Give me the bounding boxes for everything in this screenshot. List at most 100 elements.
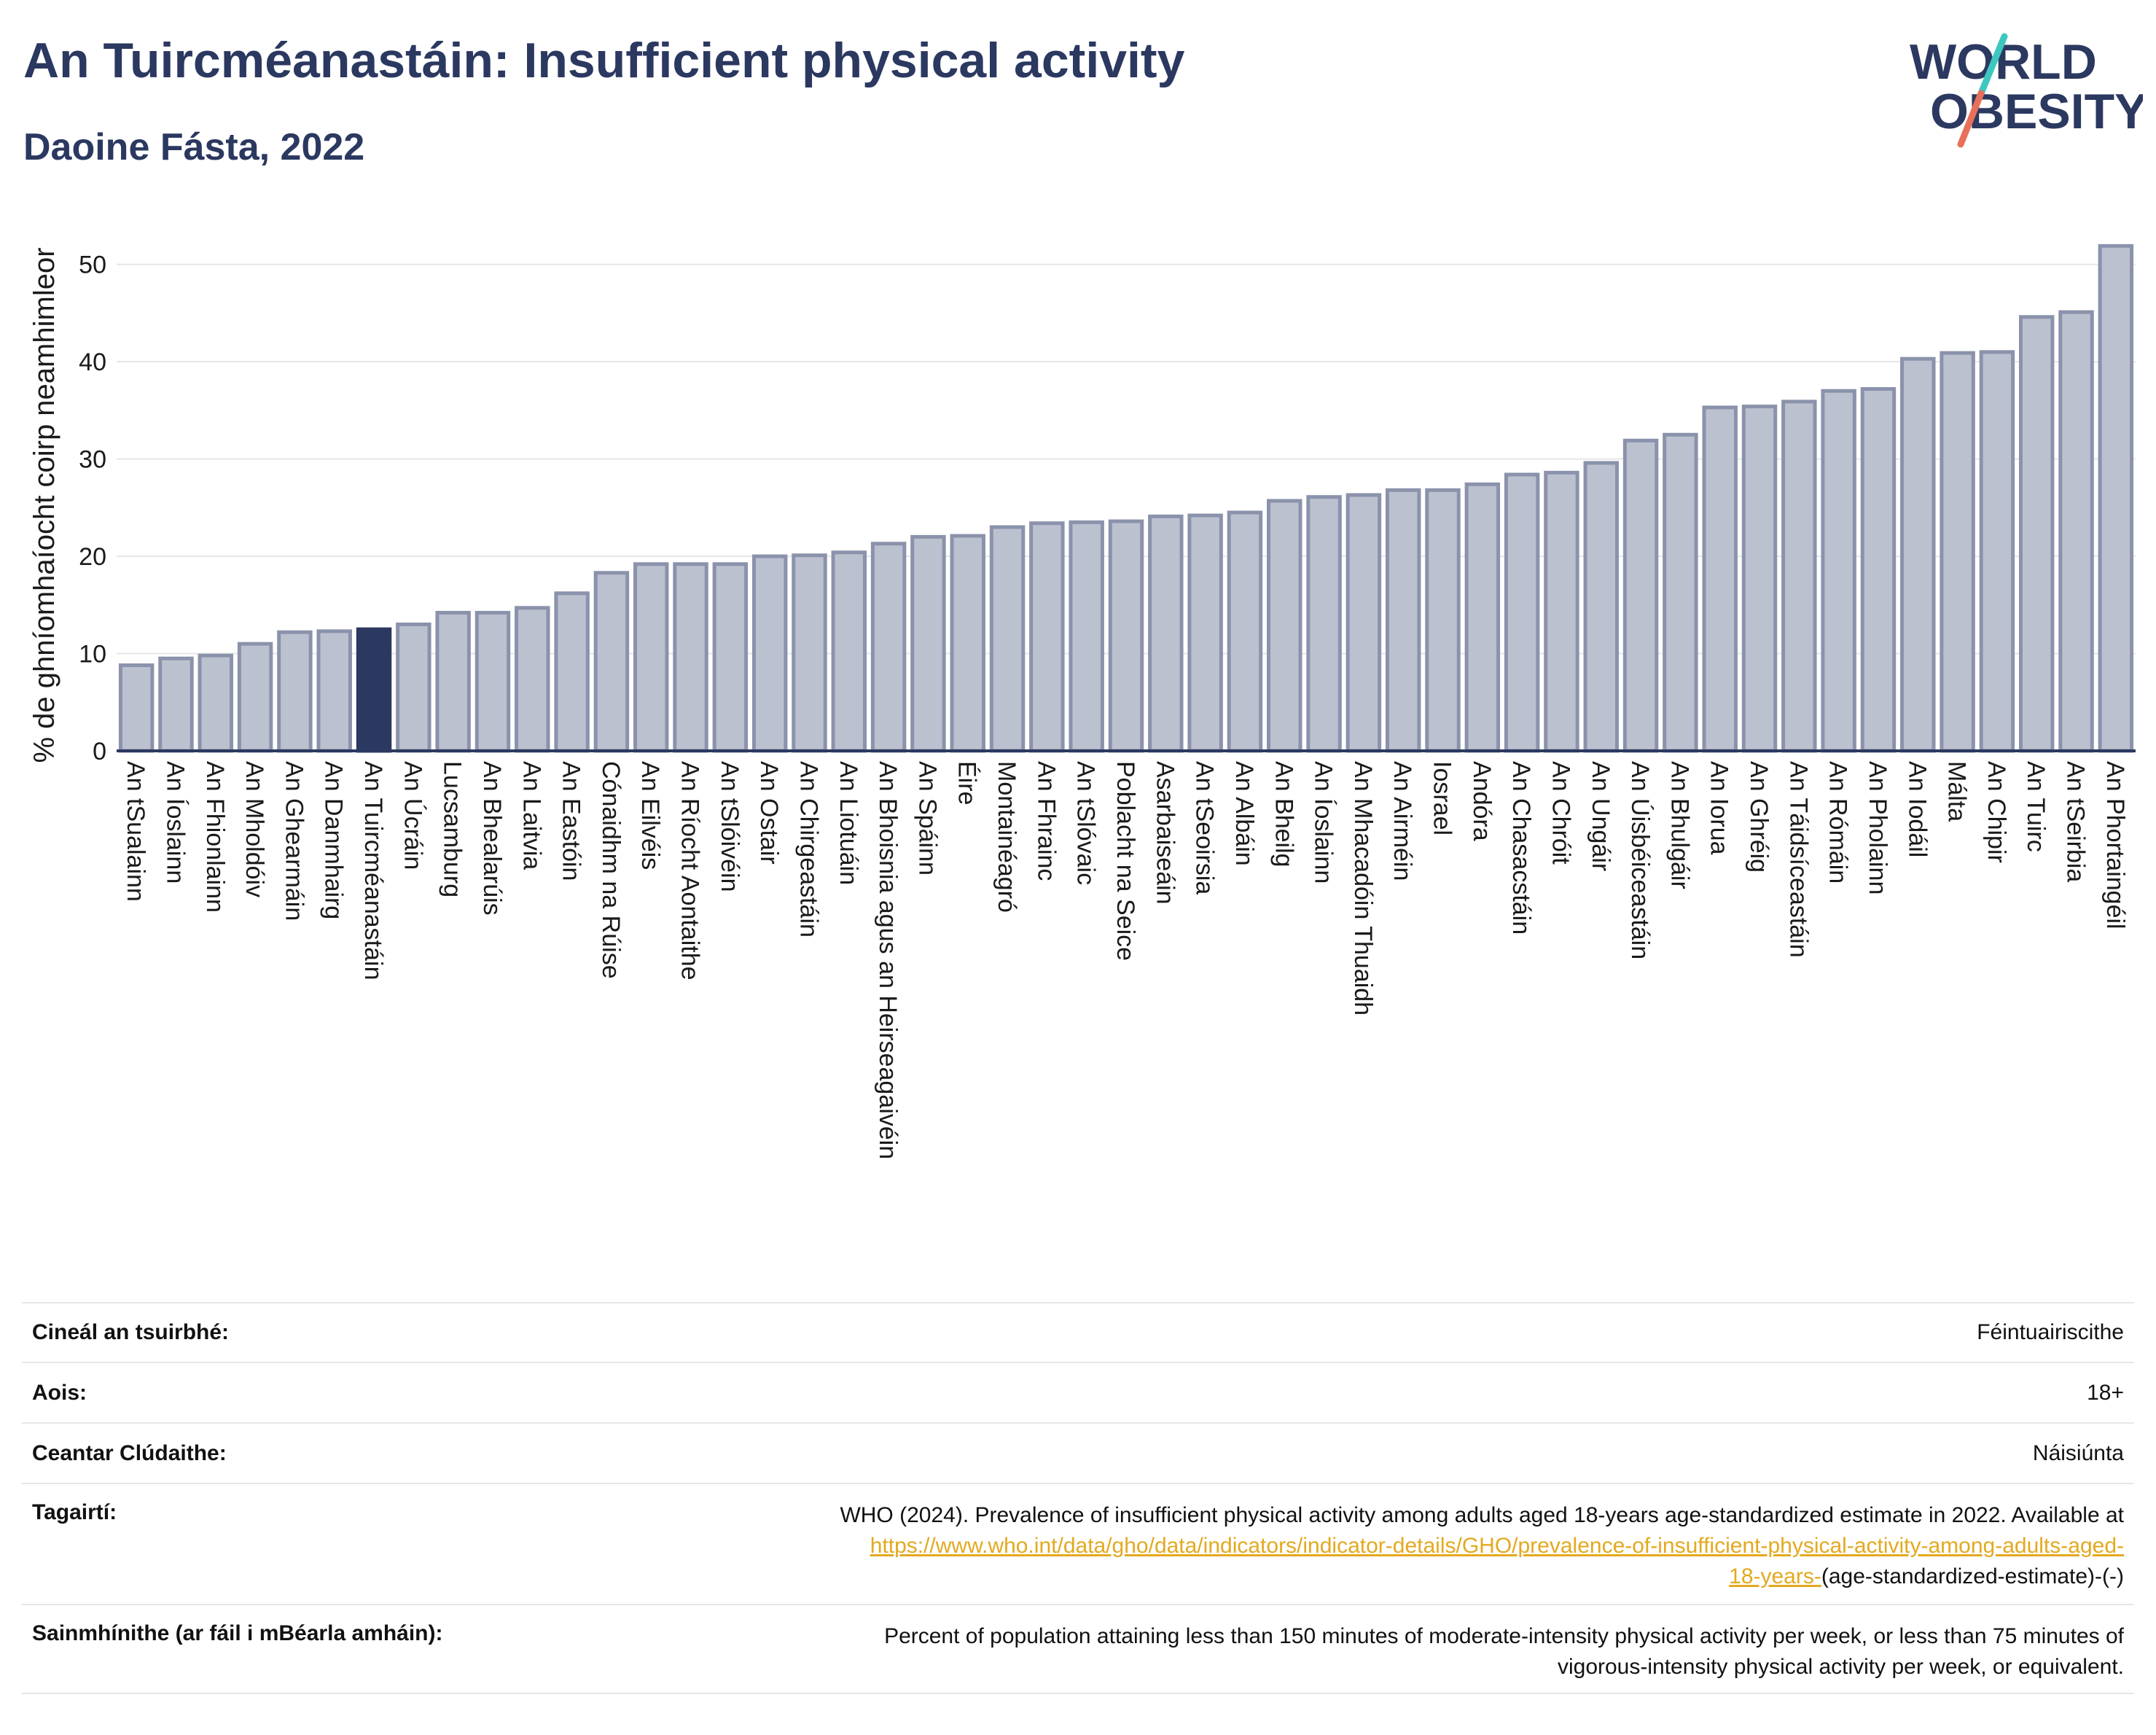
x-tick-label: Málta [1943,761,1971,822]
x-tick-label: An Phortaingéil [2101,761,2129,929]
bar [1860,387,1897,753]
info-key: Tagairtí: [32,1500,117,1524]
info-value: WHO (2024). Prevalence of insufficient p… [840,1500,2124,1592]
info-value: Percent of population attaining less tha… [884,1621,2124,1683]
info-key: Cineál an tsuirbhé: [32,1320,230,1344]
x-tick-label: An Mhacadóin Thuaidh [1349,761,1377,1015]
bar [989,525,1026,753]
x-tick-label: Montainéagró [993,761,1020,913]
x-tick-label: An Danmhairg [320,761,348,919]
x-tick-label: An Bheilg [1270,761,1297,868]
x-tick-label: An Bhealarúis [478,761,506,916]
x-tick-label: An Ostair [755,761,783,865]
y-tick-label: 40 [79,348,106,376]
bar-chart: 0 10 20 30 40 50 An tSualainn An Íoslainn An Fh… [28,243,2136,1159]
x-tick-label: An Bhulgáir [1665,761,1693,889]
x-tick-label: An tSeoirsia [1191,761,1219,894]
definition-line1: Percent of population attaining less tha… [884,1624,2124,1648]
bar [1464,482,1501,753]
bar [831,550,867,753]
x-tick-label: Andóra [1468,761,1496,841]
bar [673,562,708,753]
x-tick-label: An Eilvéis [636,761,664,870]
x-tick-label: Cónaidhm na Rúise [597,761,625,979]
chart-title: An Tuircméanastáin: Insufficient physica… [23,33,1185,88]
x-tick-label: An Spáinn [913,761,941,876]
bar [237,642,273,753]
bar [1583,461,1619,753]
bar [1544,470,1579,753]
y-tick-label: 20 [79,543,106,571]
x-tick-label: An Chróit [1547,761,1574,865]
reference-link[interactable]: https://www.who.int/data/gho/data/indica… [870,1534,2124,1558]
x-tick-label: An Ríocht Aontaithe [676,761,704,980]
bar [1345,493,1382,753]
x-tick-label: An Ungáir [1587,761,1614,871]
bar [158,656,194,753]
bar [1069,520,1104,753]
x-tick-label: An tSlóivéin [716,761,743,892]
bar [1385,488,1421,753]
info-row-definitions: Sainmhínithe (ar fáil i mBéarla amháin):… [22,1604,2134,1694]
x-tick-label: An tSualainn [122,761,149,902]
bar [1781,399,1817,753]
x-tick-label: An Rómáin [1824,761,1852,884]
x-tick-label: Éire [953,761,981,805]
x-tick-label: An Liotuáin [835,761,862,885]
info-value: 18+ [2087,1380,2124,1405]
bar [396,623,431,753]
y-tick-label: 30 [79,446,106,474]
info-value: Náisiúnta [2032,1440,2124,1465]
chart-subtitle: Daoine Fásta, 2022 [23,126,365,168]
x-tick-label: An Chipir [1983,761,2010,863]
bar [712,562,749,753]
x-tick-label: An Chirgeastáin [794,761,822,937]
x-tick-label: An Iodáil [1903,761,1931,857]
x-tick-label: Poblacht na Seice [1112,761,1139,961]
info-row-age: Aois: 18+ [22,1362,2134,1422]
bar [316,629,352,753]
bar [633,562,669,753]
reference-text: WHO (2024). Prevalence of insufficient p… [840,1503,2124,1527]
x-tick-label: Lucsamburg [439,761,466,897]
reference-link-continued[interactable]: 18-years- [1729,1564,1821,1588]
bars [118,243,2134,753]
x-tick-label: An Táidsíceastáin [1784,761,1812,958]
bar [1663,432,1698,753]
bar [1940,351,1975,753]
info-row-references: Tagairtí: WHO (2024). Prevalence of insu… [22,1483,2134,1604]
bar [356,627,392,753]
logo-slash-coral [1957,90,1985,148]
bar [1504,472,1540,753]
x-tick-label: An Bhoisnia agus an Heirseagaivéin [874,761,902,1159]
x-tick-label: An Íoslainn [161,761,189,884]
bar [870,542,907,753]
bar [435,610,471,753]
info-key: Sainmhínithe (ar fáil i mBéarla amháin): [32,1621,443,1645]
logo-slash-teal [1977,33,2008,97]
x-tick-label: An Fhrainc [1032,761,1060,881]
y-axis-title: % de ghníomhaíocht coirp neamhimleor [28,247,60,763]
x-tick-label: An tSlóvaic [1072,761,1100,885]
x-tick-label: An Fhionlainn [201,761,229,913]
x-tick-label: An Ghréig [1745,761,1773,873]
x-tick-label: An Mholdóiv [241,761,268,897]
bar [554,591,590,753]
info-key: Aois: [32,1380,87,1405]
bar [1148,514,1184,753]
bar [593,571,630,753]
x-tick-label: An Íoslainn [1310,761,1337,884]
x-tick-label: An Úisbéiceastáin [1626,761,1654,959]
bar [474,610,511,753]
x-tick-label: An Tuircméanastáin [359,761,387,980]
bar [1702,405,1738,753]
x-tick-label: An Ghearmáin [280,761,308,921]
bar [792,553,827,753]
info-table: Cineál an tsuirbhé: Féintuairiscithe Aoi… [22,1302,2134,1694]
x-tick-label: An Eastóin [558,761,585,881]
info-key: Ceantar Clúdaithe: [32,1440,227,1465]
y-tick-label: 10 [79,641,106,668]
bar [1425,488,1461,753]
bar [2098,243,2134,753]
x-axis-labels: An tSualainn An Íoslainn An Fhionlainn An M… [122,761,2129,1159]
